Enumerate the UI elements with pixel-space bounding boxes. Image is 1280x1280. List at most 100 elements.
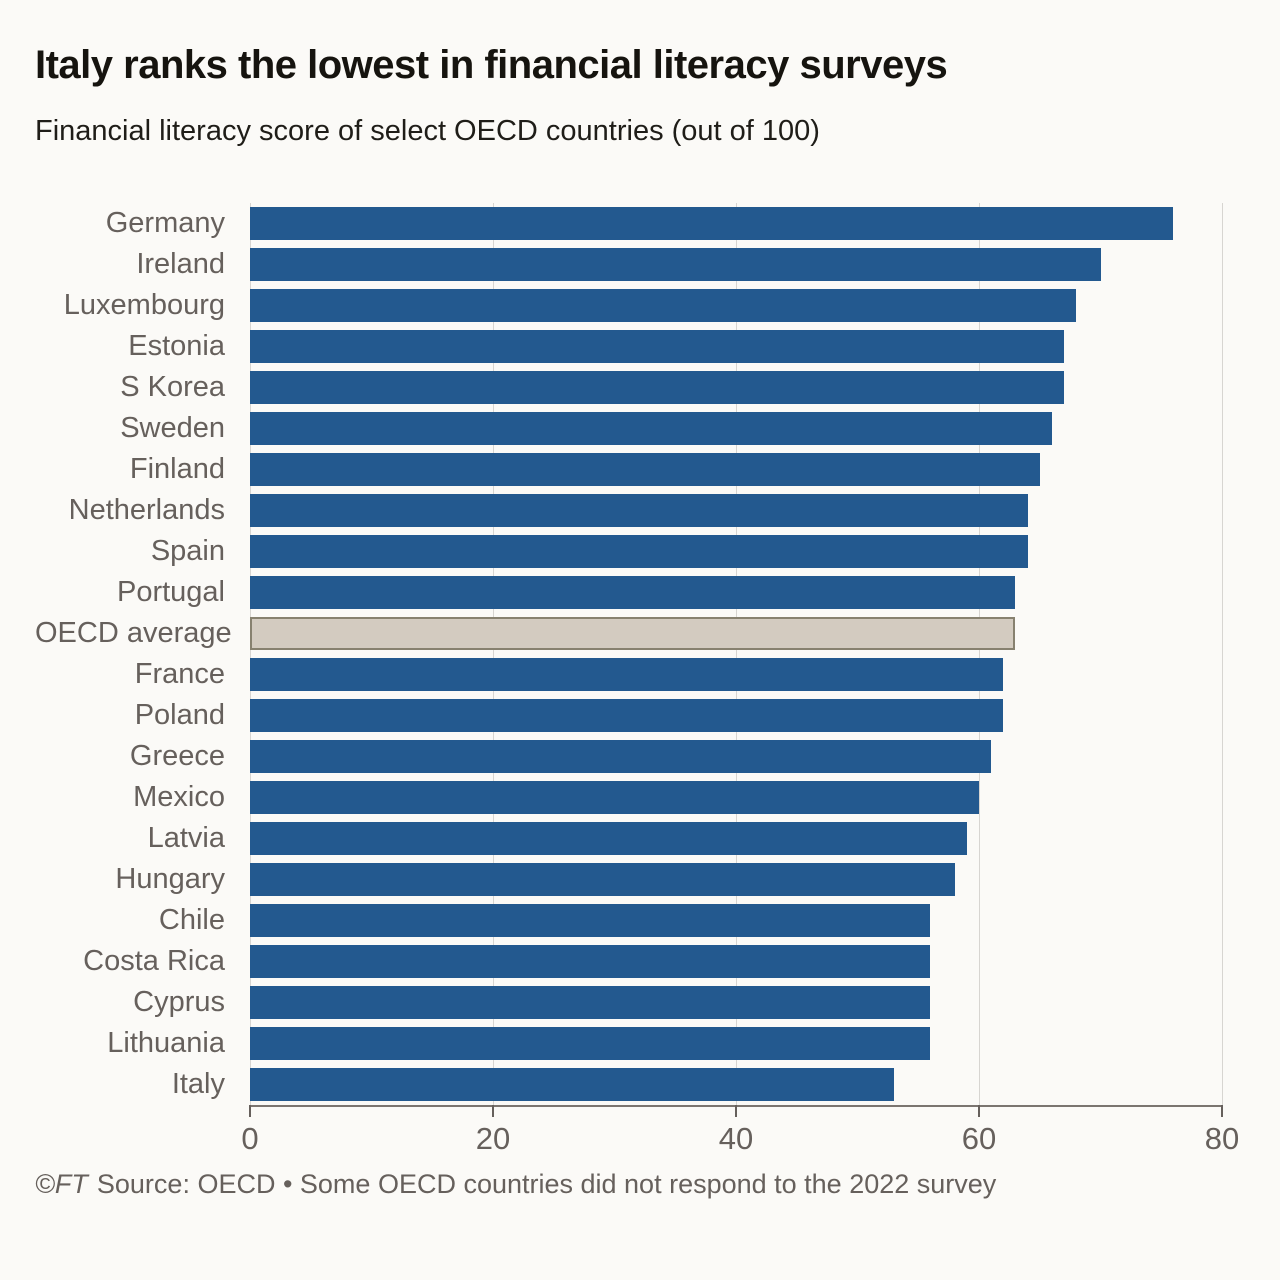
bar-row: Costa Rica xyxy=(35,941,1280,982)
country-label: Ireland xyxy=(136,247,225,280)
country-label: Latvia xyxy=(147,821,225,854)
bar-row: Luxembourg xyxy=(35,285,1280,326)
axis-tick-label: 20 xyxy=(475,1120,511,1156)
bar xyxy=(250,944,931,978)
country-label: Estonia xyxy=(128,329,225,362)
country-label: Lithuania xyxy=(107,1026,225,1059)
country-label: Poland xyxy=(134,698,225,731)
highlight-bar xyxy=(250,616,1016,650)
bar-row: Germany xyxy=(35,203,1280,244)
bar xyxy=(250,247,1101,281)
bar-row: Ireland xyxy=(35,244,1280,285)
chart-rows: Germany Ireland Luxembourg Estonia S Korea Sw… xyxy=(35,203,1280,1105)
bar-row: Netherlands xyxy=(35,490,1280,531)
bar-track xyxy=(250,777,1222,818)
bar-row: Poland xyxy=(35,695,1280,736)
chart-card: Italy ranks the lowest in financial lite… xyxy=(35,43,1280,1200)
bar-track xyxy=(250,900,1222,941)
bar-track xyxy=(250,285,1222,326)
country-label: Luxembourg xyxy=(63,288,225,321)
bar xyxy=(250,698,1004,732)
country-label: Germany xyxy=(105,206,225,239)
bar-track xyxy=(250,1064,1222,1105)
chart-footnote: ©FT Source: OECD • Some OECD countries di… xyxy=(35,1167,1280,1200)
country-label: Portugal xyxy=(116,575,225,608)
bar-track xyxy=(250,326,1222,367)
bar xyxy=(250,821,967,855)
bar-track xyxy=(250,613,1222,654)
country-label: Italy xyxy=(171,1067,225,1100)
bar-track xyxy=(250,490,1222,531)
bar-row: Sweden xyxy=(35,408,1280,449)
bar xyxy=(250,411,1052,445)
axis-tick-label: 80 xyxy=(1204,1120,1240,1156)
country-label: Finland xyxy=(129,452,225,485)
country-label: Spain xyxy=(150,534,225,567)
bar-track xyxy=(250,982,1222,1023)
chart-subtitle: Financial literacy score of select OECD … xyxy=(35,115,820,147)
bar-row: Spain xyxy=(35,531,1280,572)
bar xyxy=(250,862,955,896)
source-text: Source: OECD • Some OECD countries did n… xyxy=(96,1168,997,1199)
bar-track xyxy=(250,736,1222,777)
plot-grid xyxy=(249,202,1223,1117)
bar-row: OECD average xyxy=(35,613,1280,654)
bar-track xyxy=(250,367,1222,408)
gridline xyxy=(1222,202,1223,1105)
bar-track xyxy=(250,572,1222,613)
bar-row: Hungary xyxy=(35,859,1280,900)
bar-row: Italy xyxy=(35,1064,1280,1105)
bar-row: France xyxy=(35,654,1280,695)
bar-track xyxy=(250,941,1222,982)
gridline xyxy=(250,202,251,1105)
bar-row: Lithuania xyxy=(35,1023,1280,1064)
axis-tick xyxy=(735,1104,737,1117)
gridline xyxy=(979,202,980,1105)
bar xyxy=(250,534,1028,568)
bar-row: Mexico xyxy=(35,777,1280,818)
gridline xyxy=(736,202,737,1105)
country-label: Chile xyxy=(158,903,225,936)
country-label: Greece xyxy=(129,739,225,772)
bar xyxy=(250,329,1065,363)
bar-row: Estonia xyxy=(35,326,1280,367)
bar-track xyxy=(250,818,1222,859)
axis-tick xyxy=(249,1104,251,1117)
gridline xyxy=(493,202,494,1105)
bar-track xyxy=(250,449,1222,490)
bar xyxy=(250,903,931,937)
bar xyxy=(250,288,1077,322)
bar-track xyxy=(250,695,1222,736)
country-label: S Korea xyxy=(120,370,225,403)
bar xyxy=(250,1067,894,1101)
bar-track xyxy=(250,531,1222,572)
bar xyxy=(250,780,979,814)
bar xyxy=(250,739,992,773)
axis-tick xyxy=(1221,1104,1223,1117)
ft-copyright: ©FT xyxy=(35,1168,88,1199)
bar-track xyxy=(250,1023,1222,1064)
bar-row: Finland xyxy=(35,449,1280,490)
axis-tick xyxy=(978,1104,980,1117)
bar-track xyxy=(250,203,1222,244)
bar-row: Portugal xyxy=(35,572,1280,613)
country-label: OECD average xyxy=(35,616,232,649)
bar-track xyxy=(250,408,1222,449)
bar-row: Greece xyxy=(35,736,1280,777)
bar-track xyxy=(250,859,1222,900)
bar xyxy=(250,206,1174,240)
axis-tick-label: 60 xyxy=(961,1120,997,1156)
bar-row: Latvia xyxy=(35,818,1280,859)
axis-tick-label: 40 xyxy=(718,1120,754,1156)
country-label: Netherlands xyxy=(68,493,225,526)
bar xyxy=(250,657,1004,691)
country-label: Mexico xyxy=(133,780,225,813)
axis-tick xyxy=(492,1104,494,1117)
x-axis-labels: 0 20 40 60 80 xyxy=(241,1120,1239,1163)
country-label: Sweden xyxy=(120,411,225,444)
bar-track xyxy=(250,244,1222,285)
bar xyxy=(250,452,1040,486)
country-label: Hungary xyxy=(115,862,225,895)
bar-row: S Korea xyxy=(35,367,1280,408)
bar-row: Cyprus xyxy=(35,982,1280,1023)
